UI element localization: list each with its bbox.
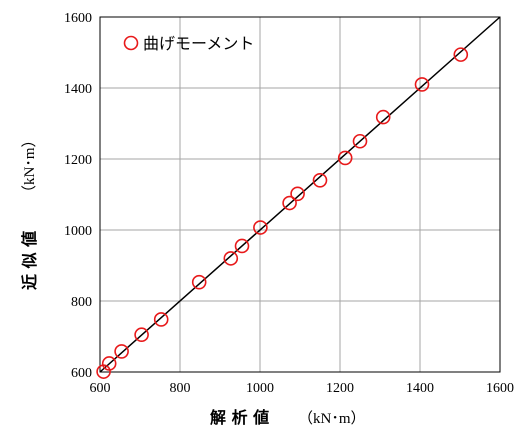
legend-label: 曲げモーメント — [143, 34, 254, 53]
data-point — [337, 150, 353, 166]
reference-line — [99, 16, 501, 373]
data-point — [153, 312, 169, 327]
data-point — [234, 238, 250, 254]
legend: 曲げモーメント — [123, 34, 254, 53]
x-tick-label: 1200 — [326, 381, 354, 396]
x-tick-label: 1000 — [246, 381, 274, 396]
x-tick-label: 1600 — [486, 381, 514, 396]
y-axis-title-text: 近 似 値 — [20, 231, 39, 290]
x-axis-unit: （kN･m） — [298, 410, 366, 427]
data-point — [114, 344, 129, 359]
data-points — [96, 47, 469, 379]
data-point — [134, 327, 149, 343]
data-point — [414, 77, 430, 92]
data-point — [191, 274, 207, 290]
data-point — [223, 251, 239, 266]
y-axis-title: 近 似 値 （kN･m） — [20, 132, 39, 290]
y-tick-label: 1000 — [64, 224, 92, 239]
y-tick-label: 600 — [71, 366, 92, 381]
reference-line-layer — [99, 16, 501, 373]
plot-frame — [99, 16, 501, 373]
y-tick-label: 1200 — [64, 153, 92, 168]
y-tick-label: 800 — [71, 295, 92, 310]
y-tick-labels: 600 800 1000 1200 1400 1600 — [64, 11, 92, 381]
y-tick-label: 1400 — [64, 82, 92, 97]
x-tick-label: 1400 — [406, 381, 434, 396]
y-tick-label: 1600 — [64, 11, 92, 26]
x-tick-label: 600 — [90, 381, 111, 396]
data-point — [453, 47, 469, 62]
x-axis-title-text: 解 析 値 — [210, 408, 269, 427]
data-point — [312, 173, 328, 188]
data-point — [253, 220, 268, 235]
x-tick-label: 800 — [170, 381, 191, 396]
y-axis-unit: （kN･m） — [21, 132, 38, 200]
data-point — [375, 109, 391, 125]
data-point — [101, 356, 117, 371]
legend-marker — [123, 35, 139, 51]
x-tick-labels: 600 800 1000 1200 1400 1600 — [90, 381, 515, 396]
x-axis-title: 解 析 値 （kN･m） — [210, 408, 366, 427]
data-point — [290, 186, 305, 202]
data-point — [352, 133, 368, 149]
data-point — [282, 195, 297, 211]
